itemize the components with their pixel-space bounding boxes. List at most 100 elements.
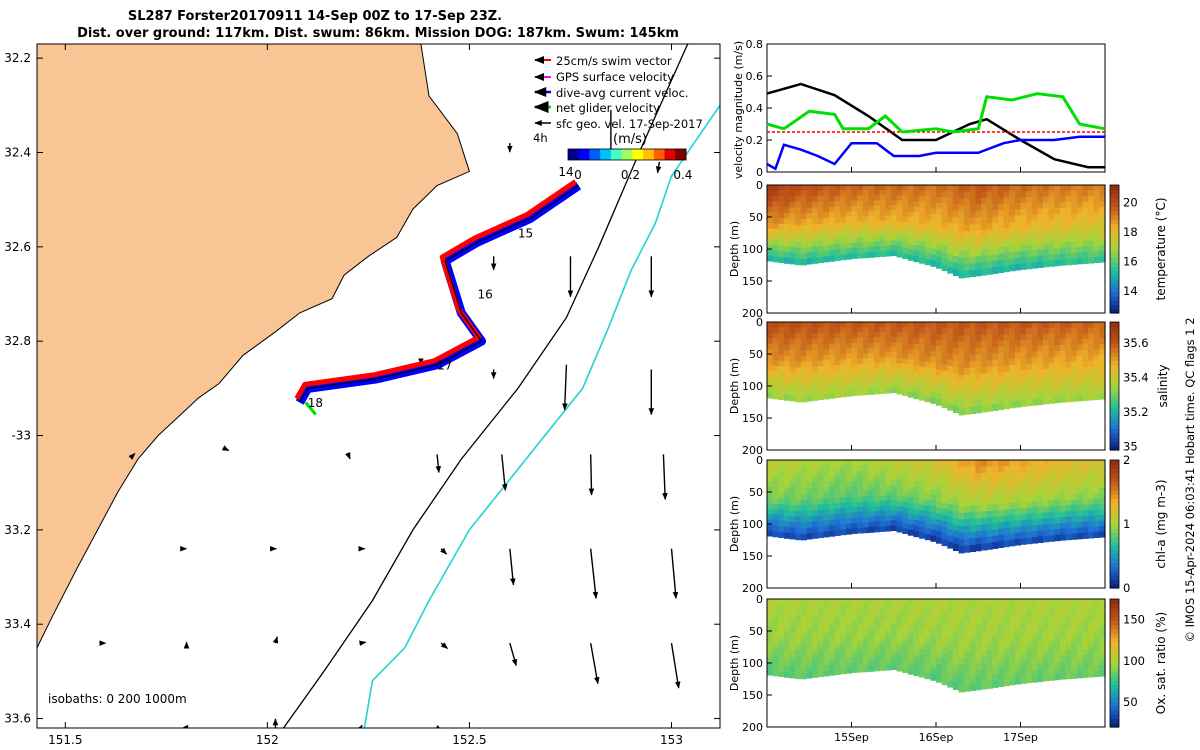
section-cell bbox=[1054, 196, 1061, 203]
section-cell bbox=[1020, 623, 1027, 630]
section-cell bbox=[947, 378, 954, 386]
section-cell bbox=[1093, 196, 1100, 203]
section-colorbar-swatch bbox=[1110, 322, 1119, 327]
section-cell bbox=[986, 530, 993, 538]
section-colorbar-swatch bbox=[1110, 472, 1119, 478]
section-cell bbox=[952, 341, 960, 349]
section-colorbar-swatch bbox=[1110, 628, 1119, 634]
section-cell bbox=[857, 640, 864, 647]
section-cell bbox=[919, 604, 926, 611]
section-cell bbox=[1031, 634, 1038, 642]
section-cell bbox=[998, 353, 1005, 360]
section-cell bbox=[1054, 483, 1061, 490]
section-cell bbox=[907, 254, 914, 261]
section-cell bbox=[879, 526, 886, 532]
section-cell bbox=[1088, 632, 1095, 639]
section-colorbar-swatch bbox=[1110, 403, 1119, 408]
section-cell bbox=[952, 393, 960, 401]
section-colorbar-swatch bbox=[1110, 624, 1119, 630]
section-cell bbox=[1031, 664, 1038, 671]
section-cell bbox=[1071, 638, 1078, 645]
section-cell bbox=[930, 368, 937, 375]
section-cell bbox=[1076, 521, 1083, 529]
section-cell bbox=[1026, 466, 1033, 473]
section-cell bbox=[1020, 472, 1027, 479]
section-cell bbox=[851, 460, 858, 466]
section-cell bbox=[907, 465, 914, 472]
section-cell bbox=[1048, 668, 1055, 675]
section-cell bbox=[1009, 221, 1016, 229]
section-cell bbox=[981, 191, 988, 199]
section-cell bbox=[1099, 388, 1106, 395]
section-cell bbox=[1099, 251, 1106, 258]
section-cell bbox=[1048, 237, 1055, 244]
section-cell bbox=[964, 407, 971, 415]
section-cell bbox=[941, 246, 948, 253]
section-cell bbox=[868, 215, 875, 222]
section-cell bbox=[969, 406, 976, 414]
section-cell bbox=[1031, 387, 1038, 394]
section-cell bbox=[778, 654, 785, 661]
section-cell bbox=[772, 520, 779, 527]
section-cell bbox=[1026, 220, 1033, 228]
section-cell bbox=[1026, 495, 1033, 503]
section-cell bbox=[947, 384, 954, 392]
section-cell bbox=[1099, 338, 1106, 345]
section-cell bbox=[941, 401, 948, 409]
section-cell bbox=[986, 618, 993, 626]
colorbar-swatch bbox=[653, 149, 666, 160]
section-cell bbox=[947, 599, 954, 606]
section-cell bbox=[1043, 327, 1050, 335]
section-cell bbox=[767, 376, 774, 383]
section-cell bbox=[1076, 190, 1083, 197]
section-colorbar-swatch bbox=[1110, 599, 1119, 604]
section-cell bbox=[998, 516, 1005, 523]
section-cell bbox=[1082, 493, 1089, 500]
section-cell bbox=[958, 479, 965, 488]
section-cell bbox=[1031, 465, 1038, 473]
section-cell bbox=[1065, 258, 1072, 266]
section-cell bbox=[800, 219, 807, 226]
section-cell bbox=[981, 334, 988, 342]
section-cell bbox=[902, 185, 909, 191]
section-cell bbox=[998, 503, 1005, 511]
section-cell bbox=[1043, 243, 1050, 250]
section-cell bbox=[778, 604, 785, 611]
geo-vector-28 bbox=[440, 642, 448, 650]
velocity-ytick-label: 0.6 bbox=[746, 70, 764, 83]
section-cell bbox=[930, 529, 937, 536]
section-cell bbox=[845, 322, 853, 328]
map-ytick-label: 33.4 bbox=[4, 617, 31, 631]
section-cell bbox=[1071, 661, 1078, 668]
section-cell bbox=[800, 494, 807, 501]
section-cell bbox=[806, 213, 813, 220]
section-cell bbox=[812, 671, 819, 678]
section-cell bbox=[834, 647, 841, 654]
section-cell bbox=[845, 625, 853, 632]
section-cell bbox=[874, 665, 881, 672]
section-cell bbox=[800, 373, 807, 380]
section-cell bbox=[772, 620, 779, 627]
section-cell bbox=[907, 338, 914, 345]
section-cell bbox=[879, 337, 886, 343]
section-cell bbox=[992, 254, 999, 262]
section-cell bbox=[930, 397, 937, 404]
section-cell bbox=[930, 518, 937, 525]
section-cell bbox=[874, 357, 881, 364]
section-cell bbox=[783, 487, 791, 495]
section-cell bbox=[879, 480, 886, 487]
section-cell bbox=[1099, 460, 1106, 467]
section-cell bbox=[907, 502, 914, 509]
section-cell bbox=[913, 615, 920, 622]
section-cell bbox=[907, 332, 914, 339]
section-cell bbox=[1059, 373, 1067, 380]
section-cell bbox=[1014, 370, 1022, 378]
section-cell bbox=[862, 465, 869, 471]
section-cell bbox=[919, 643, 926, 650]
section-cell bbox=[1088, 207, 1095, 214]
section-cell bbox=[795, 185, 802, 192]
section-cell bbox=[834, 513, 841, 520]
section-cell bbox=[896, 327, 903, 333]
section-cell bbox=[851, 390, 858, 396]
section-cell bbox=[958, 251, 965, 259]
